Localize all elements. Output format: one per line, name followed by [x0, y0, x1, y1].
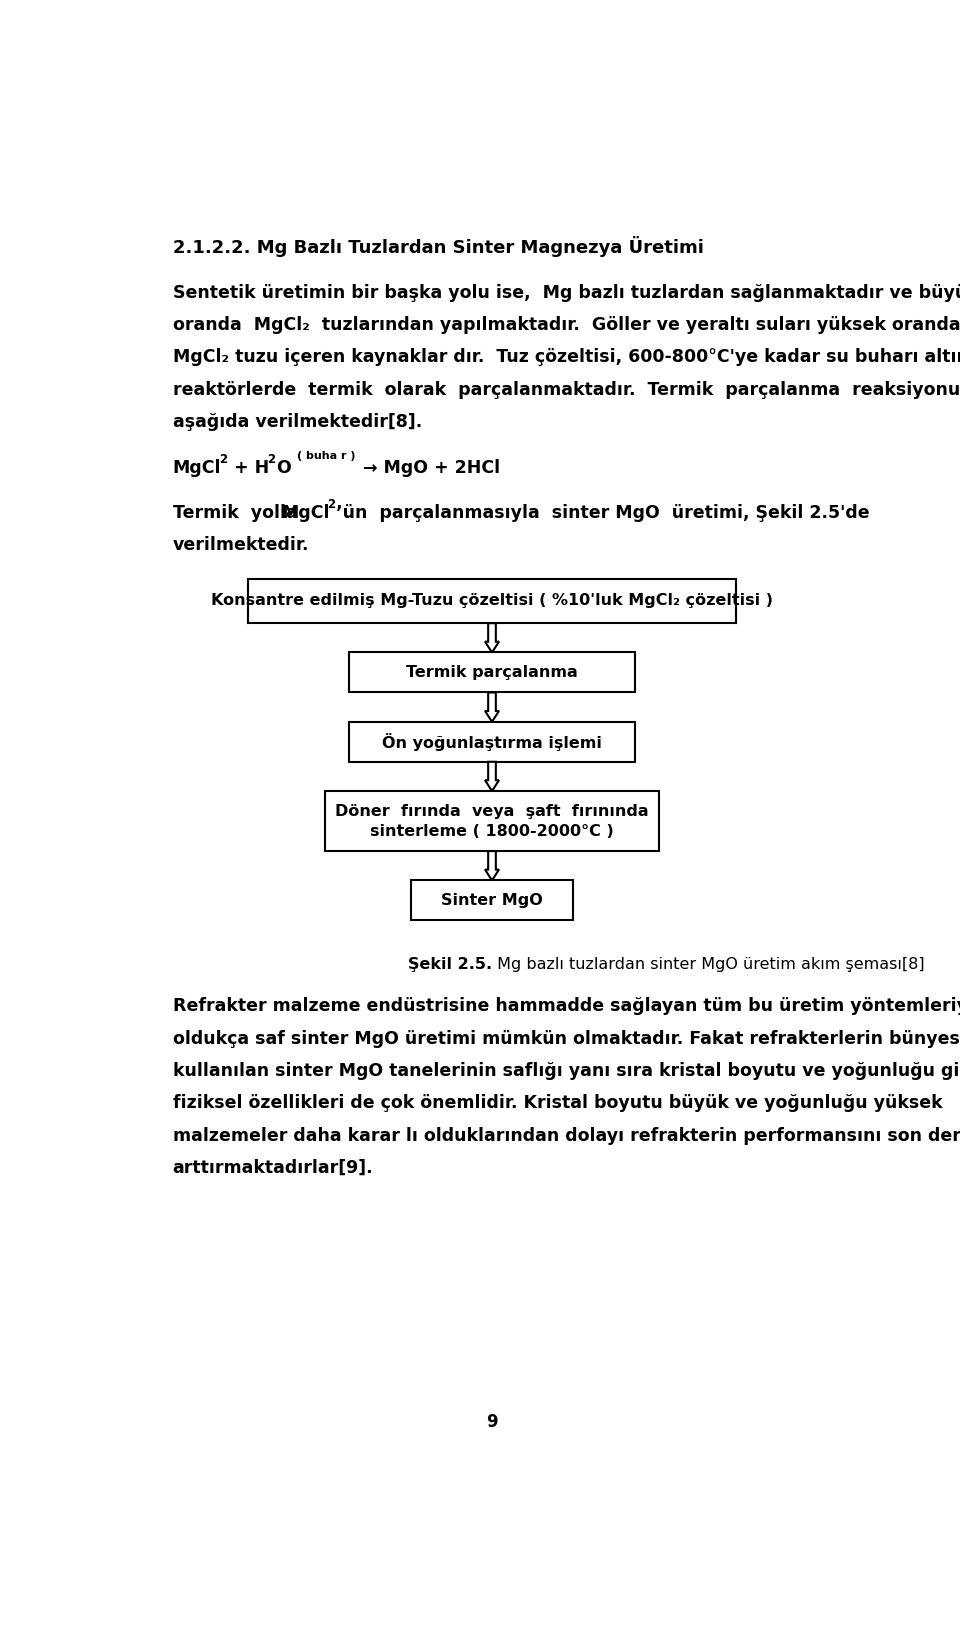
Text: fiziksel özellikleri de çok önemlidir. Kristal boyutu büyük ve yoğunluğu yüksek: fiziksel özellikleri de çok önemlidir. K…: [173, 1095, 943, 1113]
Text: + H: + H: [228, 459, 270, 477]
Bar: [248, 578, 736, 623]
Bar: [325, 792, 659, 852]
Text: → MgO + 2HCl: → MgO + 2HCl: [363, 459, 500, 477]
Text: aşağıda verilmektedir[8].: aşağıda verilmektedir[8].: [173, 413, 422, 431]
Text: O: O: [276, 459, 291, 477]
Bar: [348, 721, 636, 762]
Polygon shape: [485, 692, 499, 721]
Text: Konsantre edilmiş Mg-Tuzu çözeltisi ( %10'luk MgCl₂ çözeltisi ): Konsantre edilmiş Mg-Tuzu çözeltisi ( %1…: [211, 594, 773, 609]
Text: Sinter MgO: Sinter MgO: [442, 893, 542, 907]
Text: verilmektedir.: verilmektedir.: [173, 537, 309, 555]
Polygon shape: [485, 762, 499, 792]
Text: malzemeler daha karar lı olduklarından dolayı refrakterin performansını son dere: malzemeler daha karar lı olduklarından d…: [173, 1126, 960, 1144]
Text: ’ün  parçalanmasıyla  sinter MgO  üretimi, Şekil 2.5'de: ’ün parçalanmasıyla sinter MgO üretimi, …: [336, 504, 870, 522]
Text: ( buha r ): ( buha r ): [297, 452, 355, 462]
Bar: [348, 653, 636, 692]
Text: MgCl₂ tuzu içeren kaynaklar dır.  Tuz çözeltisi, 600-800°C'ye kadar su buharı al: MgCl₂ tuzu içeren kaynaklar dır. Tuz çöz…: [173, 348, 960, 366]
Text: oldukça saf sinter MgO üretimi mümkün olmaktadır. Fakat refrakterlerin bünyesind: oldukça saf sinter MgO üretimi mümkün ol…: [173, 1030, 960, 1048]
Text: 2.1.2.2. Mg Bazlı Tuzlardan Sinter Magnezya Üretimi: 2.1.2.2. Mg Bazlı Tuzlardan Sinter Magne…: [173, 237, 704, 256]
Bar: [411, 880, 573, 920]
Text: reaktörlerde  termik  olarak  parçalanmaktadır.  Termik  parçalanma  reaksiyonu: reaktörlerde termik olarak parçalanmakta…: [173, 380, 960, 398]
Text: 2: 2: [267, 454, 275, 467]
Text: MgCl: MgCl: [281, 504, 329, 522]
Text: arttırmaktadırlar[9].: arttırmaktadırlar[9].: [173, 1159, 373, 1177]
Text: 2: 2: [327, 498, 335, 511]
Text: sinterleme ( 1800-2000°C ): sinterleme ( 1800-2000°C ): [371, 824, 613, 839]
Text: Termik  yolla: Termik yolla: [173, 504, 298, 522]
Text: kullanılan sinter MgO tanelerinin saflığı yanı sıra kristal boyutu ve yoğunluğu : kullanılan sinter MgO tanelerinin saflığ…: [173, 1062, 960, 1080]
Text: MgCl: MgCl: [173, 459, 221, 477]
Polygon shape: [485, 852, 499, 880]
Text: Ön yoğunlaştırma işlemi: Ön yoğunlaştırma işlemi: [382, 733, 602, 751]
Text: 9: 9: [486, 1413, 498, 1431]
Polygon shape: [485, 623, 499, 653]
Text: Şekil 2.5.: Şekil 2.5.: [408, 958, 492, 973]
Text: Mg bazlı tuzlardan sinter MgO üretim akım şeması[8]: Mg bazlı tuzlardan sinter MgO üretim akı…: [492, 958, 924, 973]
Text: Termik parçalanma: Termik parçalanma: [406, 664, 578, 681]
Text: Sentetik üretimin bir başka yolu ise,  Mg bazlı tuzlardan sağlanmaktadır ve büyü: Sentetik üretimin bir başka yolu ise, Mg…: [173, 284, 960, 302]
Text: oranda  MgCl₂  tuzlarından yapılmaktadır.  Göller ve yeraltı suları yüksek orand: oranda MgCl₂ tuzlarından yapılmaktadır. …: [173, 317, 960, 335]
Text: Döner  fırında  veya  şaft  fırınında: Döner fırında veya şaft fırınında: [335, 805, 649, 819]
Text: Refrakter malzeme endüstrisine hammadde sağlayan tüm bu üretim yöntemleriyle: Refrakter malzeme endüstrisine hammadde …: [173, 997, 960, 1015]
Text: 2: 2: [219, 454, 227, 467]
